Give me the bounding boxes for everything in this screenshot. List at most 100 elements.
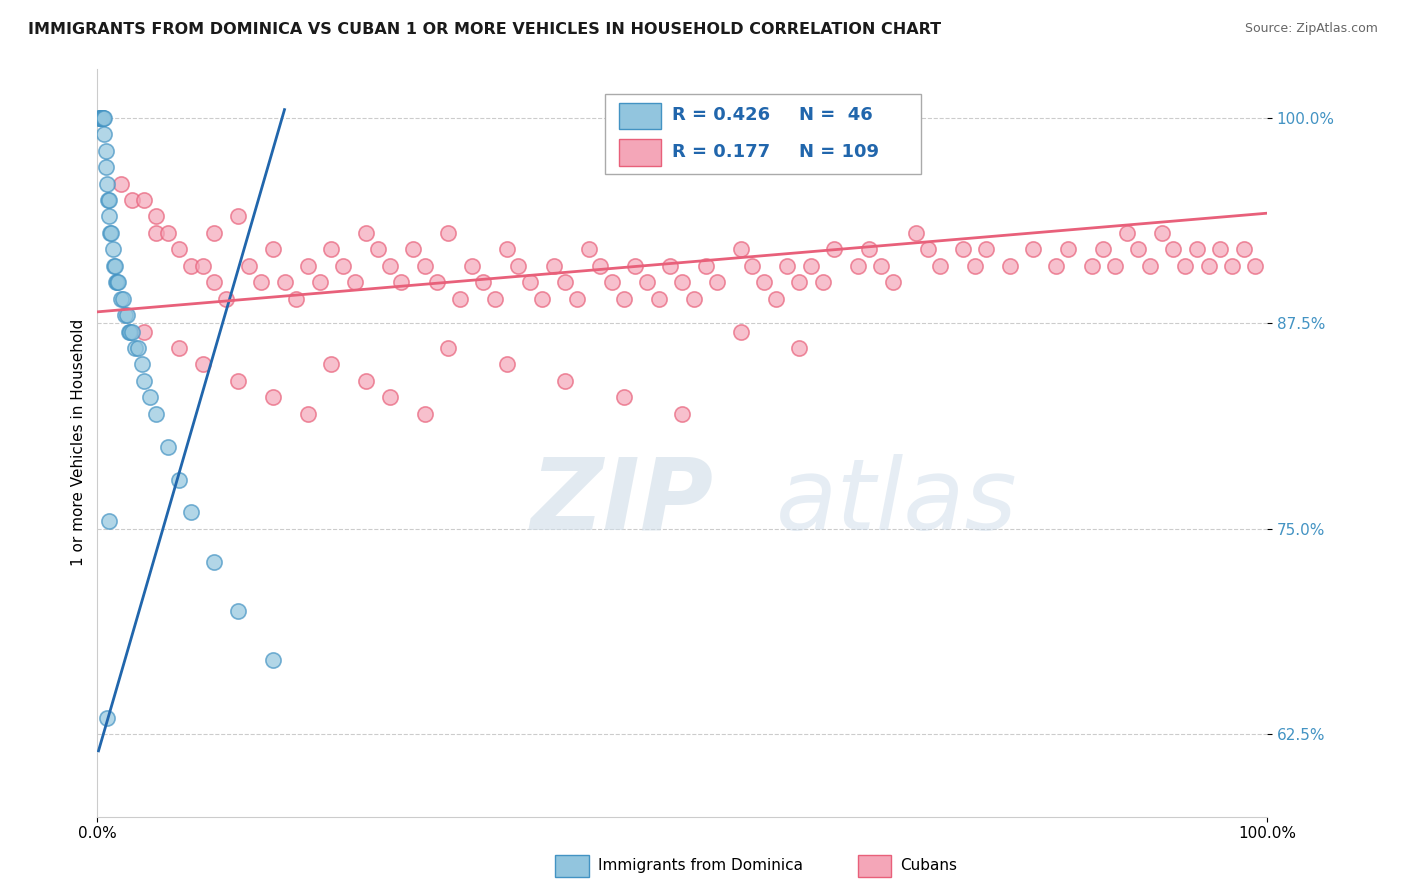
- Point: [952, 243, 974, 257]
- Point: [356, 226, 378, 240]
- Point: [695, 259, 717, 273]
- Point: [262, 653, 284, 667]
- Point: [285, 292, 308, 306]
- Point: [356, 374, 378, 388]
- Point: [167, 341, 190, 355]
- Point: [765, 292, 787, 306]
- Point: [100, 226, 122, 240]
- Point: [250, 275, 273, 289]
- Point: [127, 341, 149, 355]
- Text: N =  46: N = 46: [799, 106, 872, 124]
- Point: [202, 555, 225, 569]
- Point: [730, 325, 752, 339]
- Point: [101, 243, 124, 257]
- Point: [97, 193, 120, 207]
- Point: [98, 226, 121, 240]
- Point: [378, 390, 401, 404]
- Text: Immigrants from Dominica: Immigrants from Dominica: [598, 858, 803, 872]
- Point: [105, 275, 128, 289]
- Point: [104, 259, 127, 273]
- Point: [600, 275, 623, 289]
- Point: [648, 292, 671, 306]
- Point: [917, 243, 939, 257]
- Text: IMMIGRANTS FROM DOMINICA VS CUBAN 1 OR MORE VEHICLES IN HOUSEHOLD CORRELATION CH: IMMIGRANTS FROM DOMINICA VS CUBAN 1 OR M…: [28, 22, 941, 37]
- Point: [870, 259, 893, 273]
- Point: [273, 275, 295, 289]
- Point: [191, 259, 214, 273]
- Point: [554, 374, 576, 388]
- Point: [484, 292, 506, 306]
- Point: [402, 243, 425, 257]
- Point: [495, 243, 517, 257]
- Point: [134, 374, 156, 388]
- Point: [91, 111, 114, 125]
- Point: [565, 292, 588, 306]
- Point: [180, 259, 202, 273]
- Point: [107, 275, 129, 289]
- Point: [800, 259, 823, 273]
- Point: [671, 407, 693, 421]
- Point: [98, 193, 121, 207]
- Point: [91, 111, 114, 125]
- Point: [134, 193, 156, 207]
- Point: [180, 505, 202, 519]
- Point: [226, 604, 249, 618]
- Point: [1045, 259, 1067, 273]
- Point: [543, 259, 565, 273]
- Point: [94, 160, 117, 174]
- Point: [191, 358, 214, 372]
- Point: [238, 259, 260, 273]
- Point: [332, 259, 354, 273]
- Point: [90, 111, 112, 125]
- Point: [91, 111, 114, 125]
- Point: [413, 407, 436, 421]
- Point: [1092, 243, 1115, 257]
- Point: [297, 259, 319, 273]
- Point: [554, 275, 576, 289]
- Point: [613, 292, 636, 306]
- Point: [1163, 243, 1185, 257]
- Point: [226, 210, 249, 224]
- Point: [134, 325, 156, 339]
- Point: [98, 210, 121, 224]
- Point: [928, 259, 950, 273]
- Point: [730, 243, 752, 257]
- Point: [94, 144, 117, 158]
- Point: [89, 111, 111, 125]
- Point: [1115, 226, 1137, 240]
- Point: [1244, 259, 1267, 273]
- Text: ZIP: ZIP: [530, 454, 713, 551]
- Point: [1233, 243, 1256, 257]
- Point: [156, 226, 179, 240]
- Point: [858, 243, 880, 257]
- Point: [1057, 243, 1080, 257]
- Point: [624, 259, 647, 273]
- Point: [114, 308, 136, 322]
- Point: [167, 243, 190, 257]
- Point: [811, 275, 834, 289]
- Point: [659, 259, 682, 273]
- Text: atlas: atlas: [776, 454, 1018, 551]
- Point: [96, 177, 118, 191]
- Point: [87, 111, 110, 125]
- Point: [96, 711, 118, 725]
- Text: Source: ZipAtlas.com: Source: ZipAtlas.com: [1244, 22, 1378, 36]
- Point: [110, 292, 132, 306]
- Point: [589, 259, 612, 273]
- Point: [321, 243, 343, 257]
- Point: [1022, 243, 1045, 257]
- Point: [112, 292, 135, 306]
- Text: Cubans: Cubans: [900, 858, 957, 872]
- Point: [145, 210, 167, 224]
- Point: [1174, 259, 1197, 273]
- Point: [683, 292, 706, 306]
- Point: [823, 243, 845, 257]
- Point: [118, 325, 141, 339]
- Point: [120, 325, 142, 339]
- Point: [90, 111, 112, 125]
- Point: [1150, 226, 1173, 240]
- Point: [121, 193, 143, 207]
- Point: [202, 226, 225, 240]
- Point: [846, 259, 869, 273]
- Point: [1139, 259, 1161, 273]
